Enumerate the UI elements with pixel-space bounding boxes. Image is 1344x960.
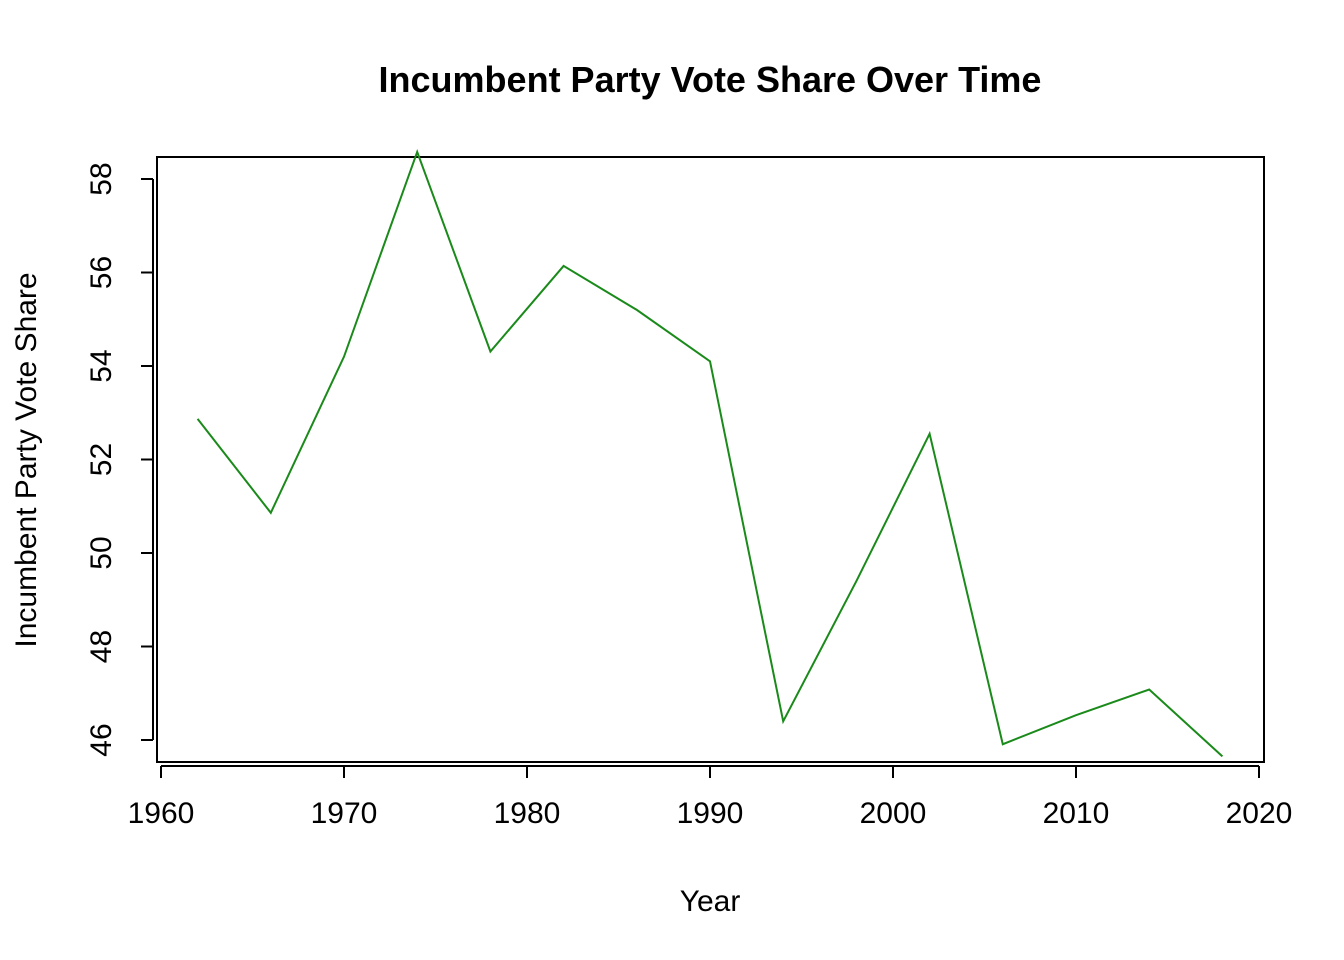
x-axis: 1960 1970 1980 1990 2000 2010 2020 (128, 765, 1293, 830)
y-tick-label: 54 (85, 349, 118, 382)
y-axis: 46 48 50 52 54 56 58 (85, 162, 154, 757)
x-axis-label: Year (680, 885, 741, 918)
x-tick-label: 2020 (1226, 797, 1293, 830)
chart-title: Incumbent Party Vote Share Over Time (379, 59, 1042, 100)
x-tick-label: 1960 (128, 797, 195, 830)
plot-frame (156, 156, 1265, 763)
x-tick-label: 1980 (494, 797, 561, 830)
x-tick-label: 1990 (677, 797, 744, 830)
series-layer (196, 148, 1224, 758)
x-tick-label: 1970 (311, 797, 378, 830)
y-tick-label: 46 (85, 723, 118, 756)
y-tick-label: 52 (85, 443, 118, 476)
y-tick-label: 56 (85, 256, 118, 289)
y-axis-label: Incumbent Party Vote Share (10, 272, 43, 647)
y-tick-label: 58 (85, 162, 118, 195)
x-tick-label: 2010 (1043, 797, 1110, 830)
y-tick-label: 48 (85, 630, 118, 663)
series-line (196, 148, 1224, 758)
y-tick-label: 50 (85, 536, 118, 569)
x-tick-label: 2000 (860, 797, 927, 830)
